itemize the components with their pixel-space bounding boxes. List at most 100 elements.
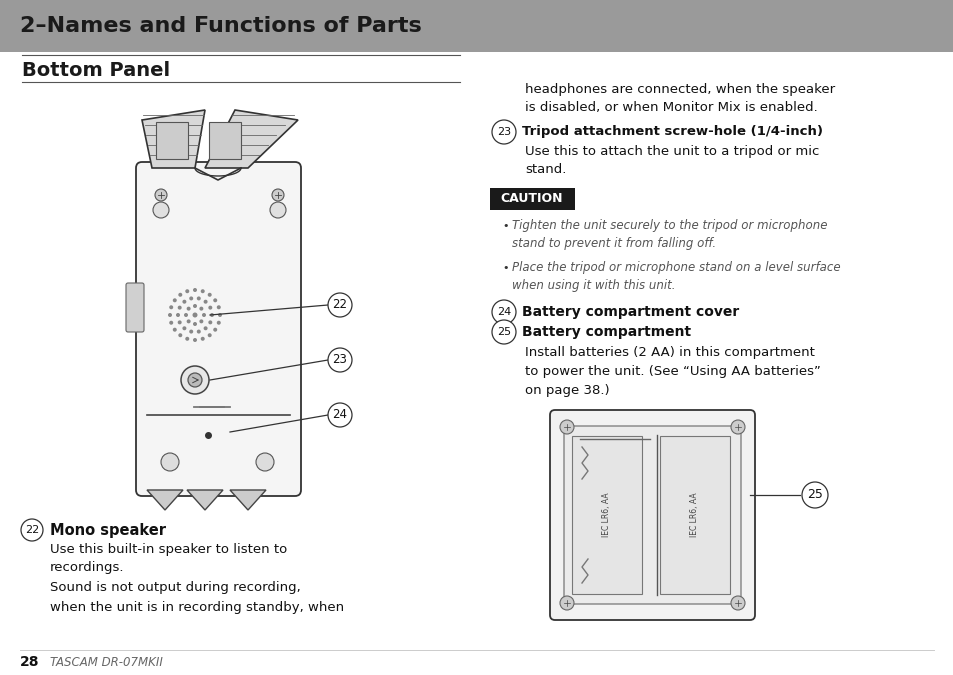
Circle shape xyxy=(193,304,196,308)
Text: CAUTION: CAUTION xyxy=(500,192,562,205)
Text: •: • xyxy=(501,263,508,273)
Circle shape xyxy=(213,327,217,331)
Circle shape xyxy=(193,322,196,326)
FancyBboxPatch shape xyxy=(572,436,641,594)
Circle shape xyxy=(189,329,193,333)
Circle shape xyxy=(328,293,352,317)
Text: 23: 23 xyxy=(497,127,511,137)
Circle shape xyxy=(328,348,352,372)
Text: Install batteries (2 AA) in this compartment: Install batteries (2 AA) in this compart… xyxy=(524,346,814,360)
Text: is disabled, or when Monitor Mix is enabled.: is disabled, or when Monitor Mix is enab… xyxy=(524,101,817,115)
Circle shape xyxy=(172,298,176,302)
FancyBboxPatch shape xyxy=(209,122,241,159)
Text: stand.: stand. xyxy=(524,163,566,176)
Circle shape xyxy=(193,338,196,342)
Circle shape xyxy=(213,298,217,302)
Circle shape xyxy=(187,306,191,310)
Circle shape xyxy=(203,326,208,330)
Text: Tripod attachment screw-hole (1/4-inch): Tripod attachment screw-hole (1/4-inch) xyxy=(521,126,822,138)
FancyBboxPatch shape xyxy=(126,283,144,332)
Circle shape xyxy=(154,189,167,201)
Text: to power the unit. (See “Using AA batteries”: to power the unit. (See “Using AA batter… xyxy=(524,365,820,379)
Circle shape xyxy=(21,519,43,541)
Circle shape xyxy=(208,293,212,297)
Circle shape xyxy=(203,300,208,304)
Circle shape xyxy=(181,366,209,394)
Circle shape xyxy=(188,373,202,387)
Circle shape xyxy=(172,327,176,331)
Circle shape xyxy=(255,453,274,471)
Circle shape xyxy=(193,288,196,292)
Text: when the unit is in recording standby, when: when the unit is in recording standby, w… xyxy=(50,601,344,614)
Text: Sound is not output during recording,: Sound is not output during recording, xyxy=(50,581,300,595)
Circle shape xyxy=(177,306,181,310)
Circle shape xyxy=(196,329,200,333)
Circle shape xyxy=(492,300,516,324)
Text: Mono speaker: Mono speaker xyxy=(50,522,166,537)
Circle shape xyxy=(178,293,182,297)
Circle shape xyxy=(272,189,284,201)
Circle shape xyxy=(184,313,188,317)
FancyBboxPatch shape xyxy=(659,436,729,594)
Text: 24: 24 xyxy=(497,307,511,317)
Circle shape xyxy=(182,326,186,330)
Circle shape xyxy=(208,306,213,310)
Text: Tighten the unit securely to the tripod or microphone: Tighten the unit securely to the tripod … xyxy=(512,219,826,232)
Polygon shape xyxy=(187,490,223,510)
Circle shape xyxy=(175,313,180,317)
Circle shape xyxy=(208,321,213,325)
Text: 25: 25 xyxy=(806,489,822,502)
Circle shape xyxy=(492,320,516,344)
Text: Use this to attach the unit to a tripod or mic: Use this to attach the unit to a tripod … xyxy=(524,146,819,159)
Text: Place the tripod or microphone stand on a level surface: Place the tripod or microphone stand on … xyxy=(512,261,840,275)
Circle shape xyxy=(187,319,191,323)
Text: headphones are connected, when the speaker: headphones are connected, when the speak… xyxy=(524,84,834,97)
Bar xyxy=(0,0,953,52)
Text: 22: 22 xyxy=(25,525,39,535)
Text: when using it with this unit.: when using it with this unit. xyxy=(512,279,675,292)
Text: recordings.: recordings. xyxy=(50,562,125,574)
Circle shape xyxy=(200,337,205,341)
Text: Bottom Panel: Bottom Panel xyxy=(22,61,170,80)
Circle shape xyxy=(199,319,203,323)
Text: 2–Names and Functions of Parts: 2–Names and Functions of Parts xyxy=(20,16,421,36)
Circle shape xyxy=(169,321,173,325)
Circle shape xyxy=(730,596,744,610)
Circle shape xyxy=(182,300,186,304)
Circle shape xyxy=(492,120,516,144)
Circle shape xyxy=(208,333,212,338)
Circle shape xyxy=(730,420,744,434)
FancyBboxPatch shape xyxy=(550,410,754,620)
Circle shape xyxy=(196,296,200,300)
Text: Battery compartment cover: Battery compartment cover xyxy=(521,305,739,319)
Circle shape xyxy=(328,403,352,427)
Polygon shape xyxy=(147,490,183,510)
Circle shape xyxy=(559,596,574,610)
Circle shape xyxy=(216,321,220,325)
Circle shape xyxy=(270,202,286,218)
Circle shape xyxy=(202,313,206,317)
Bar xyxy=(490,188,575,210)
Text: 23: 23 xyxy=(333,354,347,367)
Circle shape xyxy=(216,305,220,309)
Text: TASCAM DR-07MKII: TASCAM DR-07MKII xyxy=(50,655,163,668)
Circle shape xyxy=(169,305,173,309)
Circle shape xyxy=(152,202,169,218)
Text: 22: 22 xyxy=(333,298,347,311)
Circle shape xyxy=(189,296,193,300)
Circle shape xyxy=(185,289,189,293)
Circle shape xyxy=(801,482,827,508)
Text: on page 38.): on page 38.) xyxy=(524,385,609,398)
Text: Use this built-in speaker to listen to: Use this built-in speaker to listen to xyxy=(50,543,287,556)
Text: 25: 25 xyxy=(497,327,511,337)
Circle shape xyxy=(161,453,179,471)
Circle shape xyxy=(185,337,189,341)
FancyBboxPatch shape xyxy=(136,162,301,496)
Text: Battery compartment: Battery compartment xyxy=(521,325,690,339)
Circle shape xyxy=(559,420,574,434)
FancyBboxPatch shape xyxy=(563,426,740,604)
Circle shape xyxy=(218,313,222,317)
Polygon shape xyxy=(230,490,266,510)
Text: IEC LR6, AA: IEC LR6, AA xyxy=(602,493,611,537)
Circle shape xyxy=(168,313,172,317)
